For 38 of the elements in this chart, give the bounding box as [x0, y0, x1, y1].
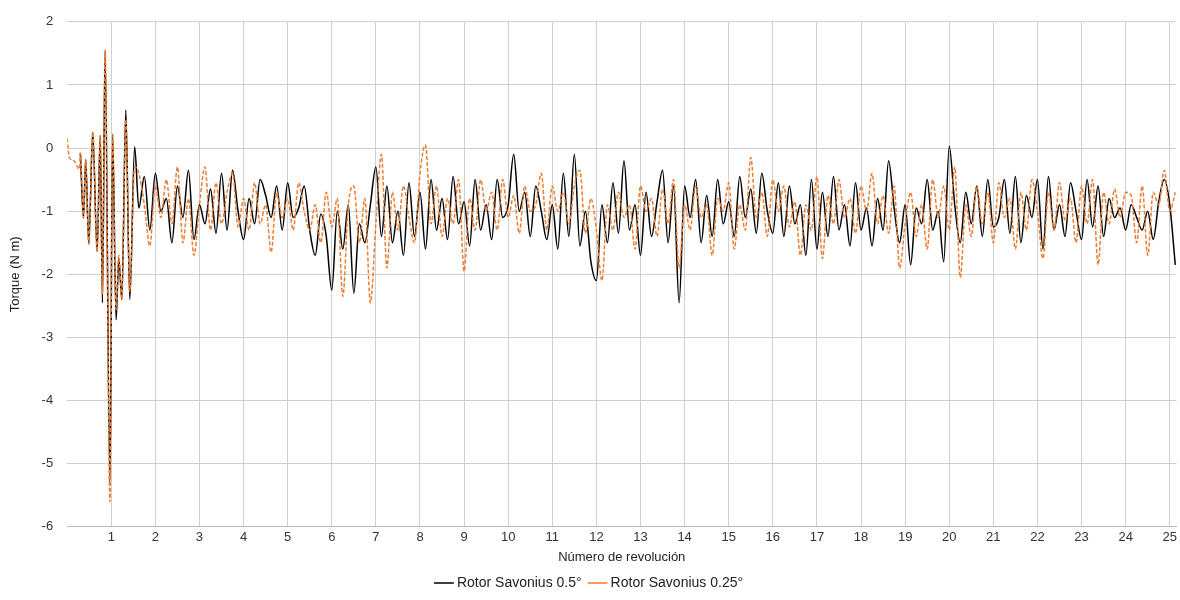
x-tick-label: 4 — [239, 529, 248, 545]
x-tick-label: 2 — [151, 529, 159, 545]
x-axis-title: Número de revolución — [558, 548, 686, 564]
x-tick-label: 24 — [1118, 529, 1133, 545]
x-tick-label: 9 — [460, 529, 468, 545]
legend-label: Rotor Savonius 0.5° — [456, 573, 582, 590]
x-tick-label: 1 — [107, 529, 115, 545]
y-tick-label: -1 — [41, 202, 54, 218]
x-tick-label: 15 — [721, 529, 736, 545]
x-tick-label: 7 — [372, 529, 380, 545]
y-tick-label: -5 — [41, 455, 54, 471]
x-tick-label: 6 — [328, 529, 336, 545]
x-tick-label: 12 — [589, 529, 604, 545]
y-tick-label: -4 — [41, 392, 54, 408]
x-tick-label: 10 — [500, 529, 516, 545]
x-tick-label: 16 — [765, 529, 781, 545]
y-tick-label: -3 — [41, 329, 54, 344]
x-tick-label: 20 — [942, 529, 957, 545]
y-tick-label: -2 — [41, 265, 54, 281]
x-tick-label: 5 — [284, 529, 292, 545]
x-tick-label: 21 — [986, 529, 1001, 545]
x-tick-label: 14 — [677, 529, 692, 545]
x-tick-label: 13 — [633, 529, 648, 545]
y-tick-label: -6 — [41, 518, 54, 534]
x-tick-label: 17 — [809, 529, 825, 545]
y-tick-label: 2 — [45, 13, 54, 29]
x-tick-label: 11 — [545, 529, 560, 545]
y-tick-label: 1 — [45, 76, 54, 92]
y-axis-title: Torque (N m) — [7, 236, 23, 313]
x-tick-label: 8 — [416, 529, 424, 545]
x-tick-label: 23 — [1074, 529, 1089, 545]
x-tick-label: 25 — [1162, 529, 1177, 545]
y-tick-label: 0 — [45, 139, 54, 155]
legend-label: Rotor Savonius 0.25° — [610, 573, 744, 590]
x-tick-label: 18 — [853, 529, 869, 545]
x-tick-label: 22 — [1030, 529, 1045, 545]
x-tick-label: 3 — [195, 529, 204, 545]
x-tick-label: 19 — [897, 529, 913, 545]
